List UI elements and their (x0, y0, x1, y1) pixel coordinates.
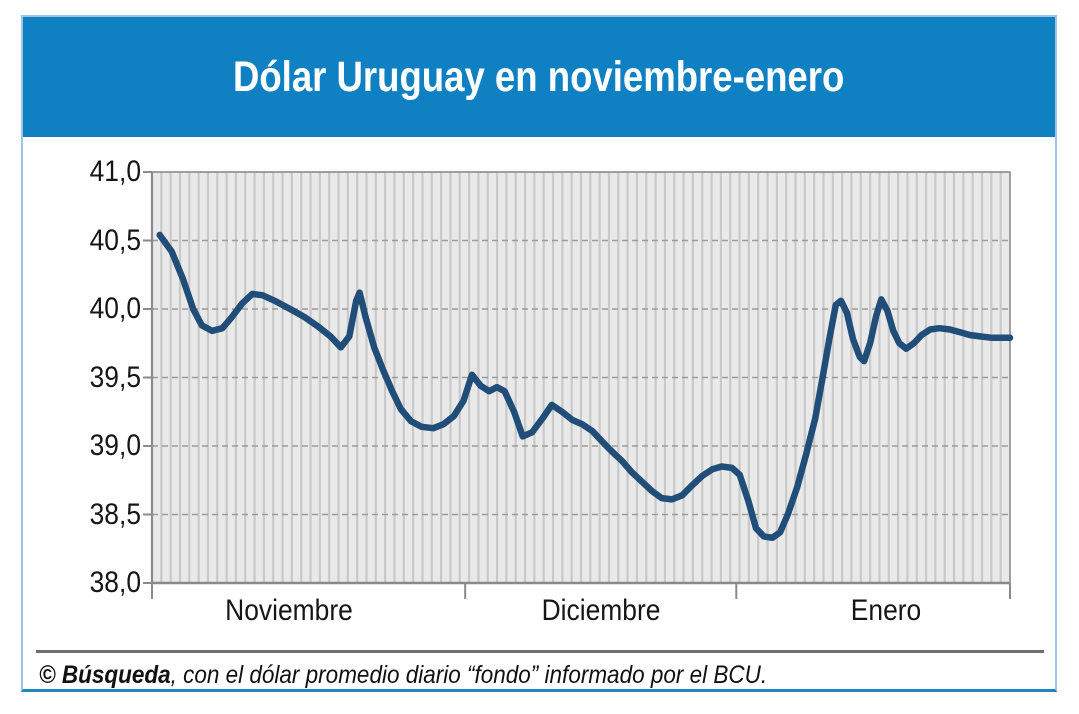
footer-credit-text: , con el dólar promedio diario “fondo” i… (170, 661, 768, 689)
y-axis-tick-label: 40,0 (89, 292, 141, 325)
y-axis-tick-label: 39,0 (89, 429, 141, 462)
dollar-line-series (156, 231, 1014, 542)
y-axis-tick-label: 38,5 (89, 497, 141, 531)
x-axis-month-label: Enero (851, 594, 922, 627)
title-banner: Dólar Uruguay en noviembre-enero (23, 17, 1055, 137)
plot-area (143, 171, 1014, 599)
chart-title: Dólar Uruguay en noviembre-enero (233, 52, 845, 101)
chart-card: Dólar Uruguay en noviembre-enero 41,0 40,… (21, 15, 1057, 692)
y-axis-tick-label: 41,0 (89, 155, 141, 188)
x-axis-month-label: Diciembre (541, 594, 661, 627)
y-axis-tick-label: 39,5 (89, 360, 141, 394)
y-axis-tick-label: 40,5 (89, 223, 141, 257)
footer-credit: © Búsqueda, con el dólar promedio diario… (39, 661, 767, 690)
y-axis-tick-label: 38,0 (89, 566, 141, 599)
x-axis-month-label: Noviembre (225, 594, 354, 627)
footer-divider (36, 650, 1044, 653)
footer-credit-source: © Búsqueda (39, 661, 171, 689)
